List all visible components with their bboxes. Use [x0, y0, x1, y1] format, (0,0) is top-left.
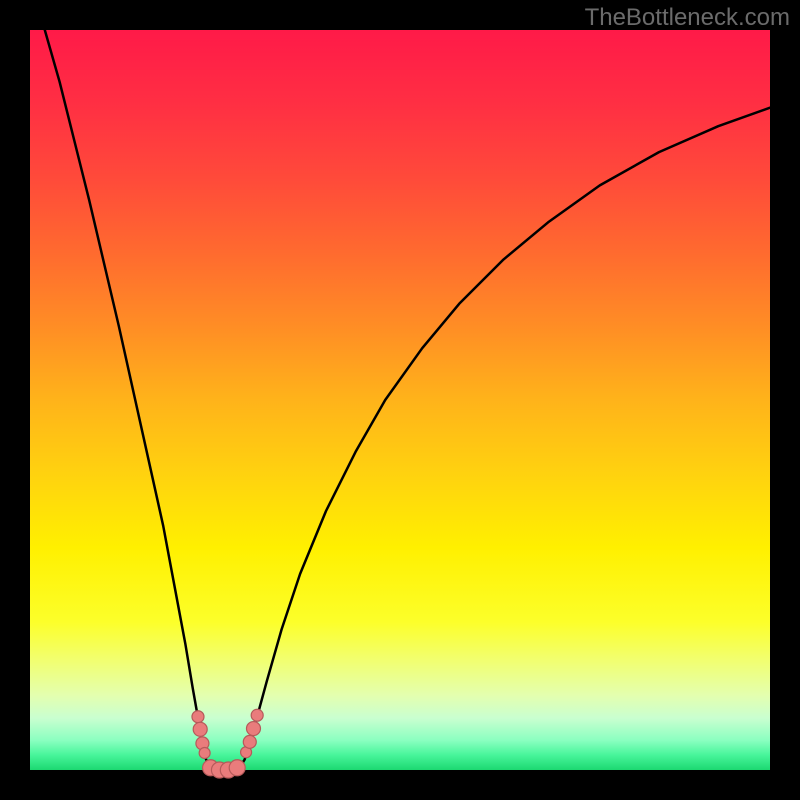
- bottleneck-chart: [0, 0, 800, 800]
- watermark-label: TheBottleneck.com: [585, 4, 790, 32]
- gradient-plot-area: [30, 30, 770, 770]
